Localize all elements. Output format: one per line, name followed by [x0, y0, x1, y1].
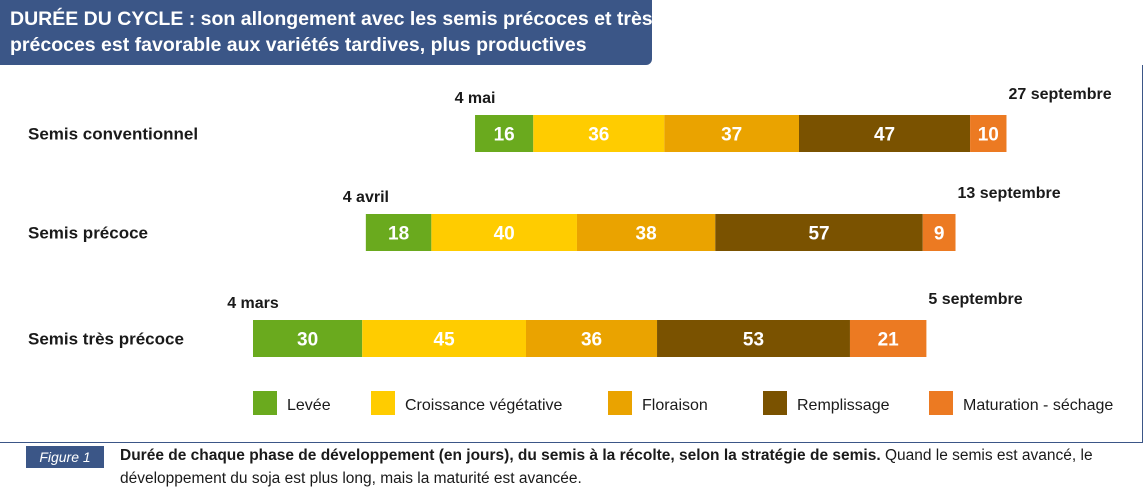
bar-value-label: 36 — [588, 125, 609, 146]
start-date-label: 4 mars — [227, 295, 279, 312]
caption-text: Durée de chaque phase de développement (… — [120, 444, 1140, 490]
legend-label: Levée — [287, 397, 331, 414]
bar-value-label: 10 — [978, 125, 999, 146]
chart-title-line-2: précoces est favorable aux variétés tard… — [10, 34, 587, 56]
legend-swatch — [763, 391, 787, 415]
bar-segment — [431, 214, 577, 251]
start-date-label: 4 avril — [343, 189, 389, 206]
chart-title-box: DURÉE DU CYCLE : son allongement avec le… — [0, 0, 653, 65]
bar-value-label: 18 — [388, 224, 409, 245]
caption-plain-text: Quand le semis est avancé, le développem… — [120, 447, 1093, 487]
caption-bold-text: Durée de chaque phase de développement (… — [120, 447, 881, 464]
legend-label: Maturation - séchage — [963, 397, 1113, 414]
bar-value-label: 57 — [808, 224, 829, 245]
bar-segment — [362, 320, 526, 357]
bar-segment — [365, 214, 432, 251]
bar-value-label: 30 — [297, 330, 318, 351]
end-date-label: 5 septembre — [928, 291, 1022, 308]
legend-swatch — [929, 391, 953, 415]
end-date-label: 27 septembre — [1008, 86, 1111, 103]
bar-segment — [849, 320, 927, 357]
row-label: Semis précoce — [28, 224, 148, 243]
chart-panel — [0, 65, 1143, 443]
bar-segment — [526, 320, 658, 357]
end-date-label: 13 septembre — [958, 185, 1061, 202]
start-date-label: 4 mai — [455, 90, 496, 107]
bar-value-label: 16 — [494, 125, 515, 146]
bar-value-label: 9 — [934, 224, 945, 245]
bar-segment — [253, 320, 363, 357]
bar-segment — [970, 115, 1007, 152]
legend-label: Remplissage — [797, 397, 890, 414]
bar-segment — [475, 115, 534, 152]
row-label: Semis conventionnel — [28, 125, 198, 144]
bar-segment — [657, 320, 850, 357]
bar-value-label: 21 — [878, 330, 900, 351]
legend-swatch — [371, 391, 395, 415]
bar-value-label: 37 — [721, 125, 742, 146]
row-label: Semis très précoce — [28, 330, 184, 349]
bar-segment — [664, 115, 799, 152]
bar-value-label: 47 — [874, 125, 895, 146]
bar-segment — [533, 115, 665, 152]
legend-label: Croissance végétative — [405, 397, 563, 414]
legend-swatch — [608, 391, 632, 415]
figure-label: Figure 1 — [26, 446, 104, 468]
bar-value-label: 40 — [494, 224, 515, 245]
bar-value-label: 36 — [581, 330, 602, 351]
bar-segment — [799, 115, 971, 152]
bar-segment — [576, 214, 716, 251]
bar-segment — [922, 214, 956, 251]
bar-value-label: 53 — [743, 330, 764, 351]
legend-label: Floraison — [642, 397, 708, 414]
bar-segment — [715, 214, 923, 251]
bar-value-label: 45 — [434, 330, 456, 351]
legend-swatch — [253, 391, 277, 415]
stacked-bar-chart: Semis conventionnel 16 36 37 47 10 4 mai 27 sep… — [28, 86, 1113, 415]
chart-title-line-1: DURÉE DU CYCLE : son allongement avec le… — [10, 8, 653, 30]
bar-value-label: 38 — [636, 224, 657, 245]
